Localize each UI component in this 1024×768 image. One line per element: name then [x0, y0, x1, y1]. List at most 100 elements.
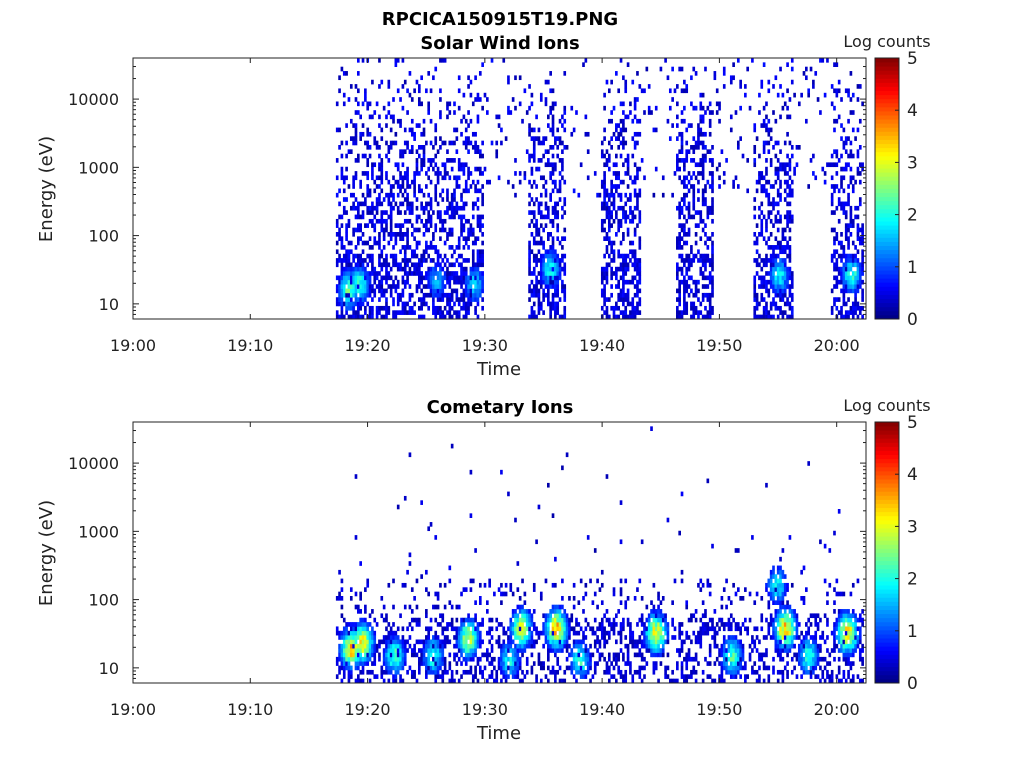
heatmap-cell — [460, 271, 463, 276]
heatmap-cell — [457, 604, 461, 610]
heatmap-cell — [549, 617, 552, 623]
heatmap-cell — [551, 609, 555, 614]
heatmap-cell — [755, 258, 759, 263]
heatmap-cell — [467, 626, 470, 632]
heatmap-cell — [844, 279, 848, 285]
heatmap-cell — [413, 88, 416, 94]
heatmap-cell — [858, 271, 862, 276]
heatmap-cell — [364, 197, 367, 202]
y-axis-label: Energy (eV) — [36, 136, 57, 242]
colorbar-segment — [875, 127, 899, 132]
heatmap-cell — [596, 626, 599, 632]
heatmap-cell — [783, 179, 787, 185]
heatmap-cell — [349, 314, 353, 319]
heatmap-cell — [394, 179, 398, 185]
heatmap-cell — [509, 639, 513, 645]
colorbar-segment — [875, 106, 899, 112]
heatmap-cell — [788, 227, 792, 233]
heatmap-cell — [812, 171, 815, 176]
heatmap-cell — [652, 669, 656, 675]
heatmap-cell — [432, 288, 435, 294]
heatmap-cell — [600, 292, 604, 298]
heatmap-cell — [833, 266, 836, 272]
heatmap-cell — [765, 188, 768, 194]
heatmap-cell — [551, 118, 555, 124]
heatmap-cell — [446, 149, 449, 154]
heatmap-cell — [678, 223, 681, 228]
heatmap-cell — [359, 214, 362, 220]
heatmap-cell — [427, 266, 431, 272]
heatmap-cell — [401, 288, 405, 294]
heatmap-cell — [371, 609, 374, 614]
heatmap-cell — [615, 153, 618, 159]
heatmap-cell — [619, 587, 623, 592]
heatmap-cell — [842, 249, 846, 255]
heatmap-cell — [699, 218, 703, 224]
heatmap-cell — [584, 58, 588, 63]
heatmap-cell — [443, 284, 447, 289]
heatmap-cell — [788, 253, 792, 259]
heatmap-cell — [448, 292, 452, 298]
heatmap-cell — [413, 175, 416, 181]
heatmap-cell — [687, 149, 691, 154]
heatmap-cell — [378, 240, 381, 246]
heatmap-cell — [392, 622, 395, 627]
heatmap-cell — [605, 192, 609, 198]
heatmap-cell — [851, 310, 855, 315]
heatmap-cell — [420, 288, 423, 294]
heatmap-cell — [471, 639, 475, 645]
heatmap-cell — [758, 301, 761, 307]
heatmap-cell — [354, 127, 358, 133]
heatmap-cell — [394, 58, 398, 63]
heatmap-cell — [610, 292, 613, 298]
heatmap-cell — [575, 110, 578, 115]
heatmap-cell — [455, 175, 459, 181]
heatmap-cell — [809, 66, 813, 72]
heatmap-cell — [744, 84, 747, 89]
heatmap-cell — [359, 258, 362, 263]
heatmap-cell — [530, 92, 534, 98]
heatmap-cell — [385, 661, 388, 666]
heatmap-cell — [633, 262, 637, 268]
heatmap-cell — [434, 136, 438, 141]
heatmap-cell — [389, 192, 393, 198]
heatmap-cell — [345, 166, 348, 172]
heatmap-cell — [638, 262, 642, 268]
y-tick-label: 10000 — [68, 90, 119, 109]
heatmap-cell — [542, 279, 545, 285]
heatmap-cell — [692, 314, 696, 319]
heatmap-cell — [389, 140, 393, 146]
heatmap-cell — [427, 656, 431, 662]
heatmap-cell — [507, 639, 510, 645]
heatmap-cell — [844, 314, 848, 319]
heatmap-cell — [385, 218, 388, 224]
heatmap-cell — [375, 648, 379, 653]
heatmap-cell — [622, 314, 625, 319]
heatmap-cell — [359, 652, 362, 658]
heatmap-cell — [849, 288, 853, 294]
heatmap-cell — [774, 253, 778, 259]
heatmap-cell — [373, 643, 377, 649]
heatmap-cell — [417, 101, 421, 107]
heatmap-cell — [593, 643, 597, 649]
heatmap-cell — [380, 201, 384, 207]
heatmap-cell — [678, 253, 681, 259]
heatmap-cell — [441, 292, 445, 298]
heatmap-cell — [605, 245, 609, 250]
heatmap-cell — [593, 591, 597, 597]
heatmap-cell — [589, 678, 592, 683]
heatmap-cell — [478, 166, 482, 172]
heatmap-cell — [441, 674, 445, 679]
heatmap-cell — [399, 643, 402, 649]
heatmap-cell — [464, 179, 468, 185]
heatmap-cell — [476, 266, 480, 272]
heatmap-cell — [622, 258, 625, 263]
heatmap-cell — [532, 609, 536, 614]
heatmap-cell — [392, 297, 395, 302]
heatmap-cell — [389, 266, 393, 272]
heatmap-cell — [394, 258, 398, 263]
heatmap-cell — [624, 578, 628, 584]
heatmap-cell — [359, 227, 362, 233]
heatmap-cell — [432, 166, 435, 172]
heatmap-cell — [619, 292, 623, 298]
